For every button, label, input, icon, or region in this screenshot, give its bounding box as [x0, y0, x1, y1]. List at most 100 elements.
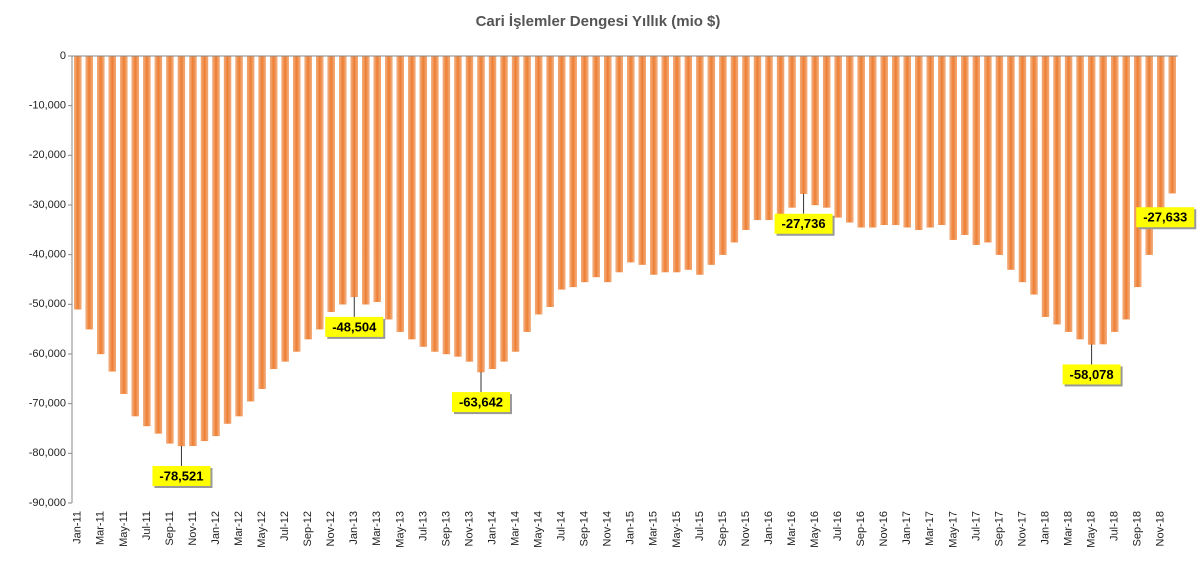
x-tick-label: Nov-12: [325, 511, 337, 546]
bar: [811, 55, 819, 206]
x-tick-label: May-15: [671, 511, 683, 548]
bar: [730, 55, 739, 243]
bar: [788, 55, 796, 208]
x-tick-label: Jul-18: [1109, 511, 1121, 541]
label-box: [1062, 364, 1121, 385]
bar: [834, 55, 842, 218]
bar: [961, 55, 969, 235]
bar: [385, 55, 393, 320]
bar: [822, 55, 831, 208]
x-tick-label: May-16: [809, 511, 821, 548]
x-tick-label: Nov-15: [740, 511, 752, 546]
y-tick-label: -30,000: [29, 199, 66, 211]
x-tick-label: Sep-15: [717, 511, 729, 546]
bar: [362, 55, 370, 305]
bar: [972, 55, 981, 245]
bar: [339, 55, 347, 305]
bar: [557, 55, 566, 290]
bar: [477, 55, 485, 373]
x-tick-label: Jul-13: [417, 511, 429, 541]
bar: [1134, 55, 1142, 288]
bar: [846, 55, 854, 223]
bar: [500, 55, 508, 362]
bar: [212, 55, 220, 437]
bar: [581, 55, 589, 283]
x-tick-label: May-13: [394, 511, 406, 548]
x-tick-label: Sep-13: [440, 511, 452, 546]
bar: [258, 55, 266, 389]
bar: [350, 55, 358, 298]
x-tick-label: May-12: [256, 511, 268, 548]
x-tick-label: Nov-17: [1016, 511, 1028, 546]
bar: [903, 55, 911, 228]
x-tick-label: Jul-15: [694, 511, 706, 541]
bar: [765, 55, 773, 221]
x-tick-label: Jul-16: [832, 511, 844, 541]
bar: [396, 55, 404, 332]
x-tick-label: Mar-13: [371, 511, 383, 546]
label-box: [152, 465, 211, 486]
bar: [74, 55, 82, 310]
y-tick-label: -60,000: [29, 348, 66, 360]
bar: [454, 55, 462, 357]
label-box: [1136, 207, 1195, 228]
y-tick-label: 0: [60, 50, 66, 62]
bar: [1064, 55, 1073, 332]
bar: [143, 55, 151, 427]
bar: [857, 55, 865, 228]
bar: [97, 55, 105, 355]
x-tick-label: Nov-16: [878, 511, 890, 546]
bar: [546, 55, 554, 307]
x-tick-label: Mar-17: [924, 511, 936, 546]
bar: [569, 55, 577, 288]
bar: [131, 55, 140, 417]
bar: [592, 55, 600, 278]
x-tick-label: May-17: [947, 511, 959, 548]
bar: [995, 55, 1004, 255]
x-tick-label: Nov-18: [1155, 511, 1167, 546]
bar: [1041, 55, 1050, 317]
bar: [1087, 55, 1096, 345]
bar: [223, 55, 232, 424]
bar: [776, 55, 785, 218]
x-tick-label: Mar-15: [648, 511, 660, 546]
data-label: -63,642: [459, 395, 503, 410]
chart-title: Cari İşlemler Dengesi Yıllık (mio $): [476, 13, 721, 30]
bar: [166, 55, 174, 444]
bar: [684, 55, 693, 270]
x-tick-label: Sep-11: [164, 511, 176, 546]
y-tick-label: -50,000: [29, 298, 66, 310]
bar: [177, 55, 186, 447]
bar: [1122, 55, 1130, 320]
x-tick-label: Jan-17: [901, 511, 913, 545]
data-label: -78,521: [159, 468, 203, 483]
x-tick-label: Mar-14: [509, 511, 521, 546]
x-tick-label: May-14: [533, 511, 545, 548]
bar: [85, 55, 93, 330]
bar: [1018, 55, 1027, 283]
bar: [719, 55, 727, 255]
x-tick-label: Jan-15: [625, 511, 637, 545]
bar: [442, 55, 451, 355]
x-tick-label: Sep-16: [855, 511, 867, 546]
bar: [281, 55, 289, 362]
bar: [892, 55, 900, 226]
bar: [753, 55, 762, 221]
bar: [523, 55, 531, 332]
x-tick-label: Jan-16: [763, 511, 775, 545]
x-tick-label: Jan-14: [486, 511, 498, 545]
bar: [673, 55, 681, 273]
bar: [465, 55, 474, 362]
bar: [938, 55, 946, 226]
x-tick-label: Jan-12: [210, 511, 222, 545]
x-tick-label: Jul-14: [556, 511, 568, 541]
bar: [661, 55, 669, 273]
bar: [534, 55, 543, 315]
bar: [696, 55, 704, 275]
x-tick-label: Jul-12: [279, 511, 291, 541]
x-tick-label: Nov-13: [463, 511, 475, 546]
bar: [650, 55, 658, 275]
bar: [1099, 55, 1107, 345]
y-tick-label: -80,000: [29, 447, 66, 459]
bar: [707, 55, 716, 265]
